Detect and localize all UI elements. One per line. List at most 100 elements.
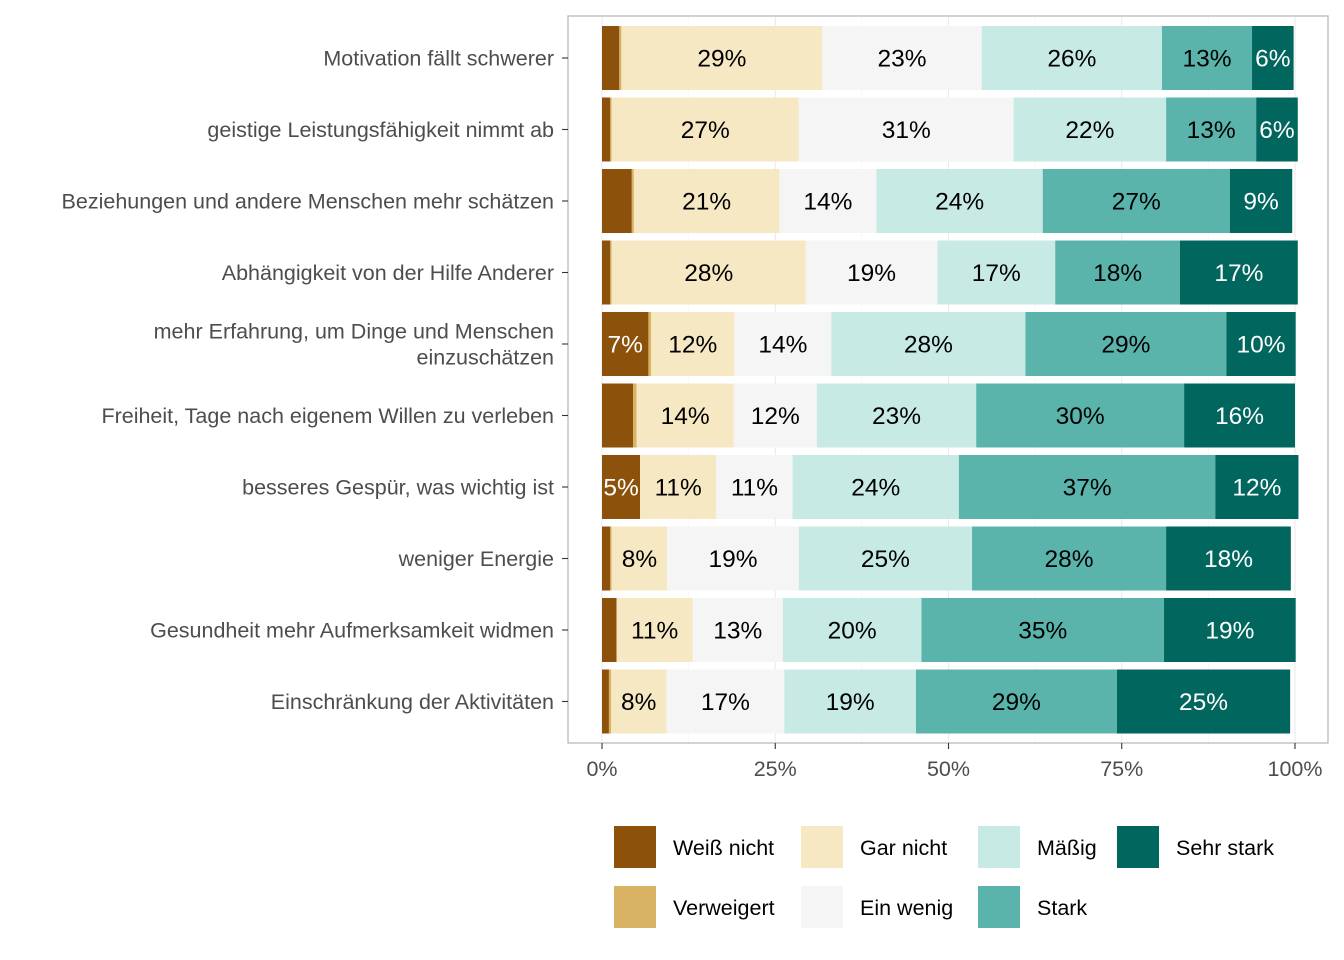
data-label: 20%: [828, 618, 877, 645]
data-label: 9%: [1243, 189, 1278, 216]
data-label: 11%: [731, 475, 778, 502]
y-tick-label: Freiheit, Tage nach eigenem Willen zu ve…: [101, 404, 554, 428]
bar-segment: [1184, 383, 1295, 448]
bar-segment: [631, 169, 634, 233]
bar-segment: [610, 97, 612, 162]
data-label: 28%: [1045, 546, 1094, 573]
legend-item: Stark: [978, 886, 1087, 928]
bar-segment: [958, 455, 1216, 519]
bar-segment: [640, 455, 717, 519]
bar-segment: [633, 169, 780, 233]
data-label: 11%: [655, 475, 702, 502]
bar-segment: [1179, 240, 1298, 305]
y-tick-label: besseres Gespür, was wichtig ist: [242, 476, 554, 500]
bar-segment: [651, 312, 735, 376]
legend-label: Stark: [1037, 896, 1087, 920]
bar-segment: [602, 669, 609, 734]
legend-item: Sehr stark: [1117, 826, 1274, 868]
data-label: 23%: [878, 46, 927, 73]
bar-segment: [602, 383, 634, 448]
bar-segment: [602, 26, 620, 90]
data-label: 14%: [758, 332, 807, 359]
bar-segment: [798, 97, 1014, 162]
data-label: 13%: [713, 618, 762, 645]
bar-segment: [792, 455, 959, 519]
data-label: 7%: [608, 332, 643, 359]
x-tick-label: 50%: [927, 757, 970, 781]
legend: Weiß nicht Verweigert Gar nicht Ein wenig Mä…: [614, 826, 1274, 928]
bar-segment: [636, 383, 734, 448]
bar-segment: [608, 669, 612, 734]
legend-swatch: [614, 886, 656, 928]
bar-segment: [621, 26, 823, 90]
legend-item: Mäßig: [978, 826, 1097, 868]
data-label: 22%: [1065, 117, 1114, 144]
data-label: 19%: [1205, 618, 1254, 645]
bar-segment: [611, 526, 668, 591]
data-label: 27%: [681, 117, 730, 144]
data-label: 19%: [847, 260, 896, 287]
data-label: 29%: [697, 46, 746, 73]
bar-segment: [981, 26, 1162, 90]
data-label: 21%: [682, 189, 731, 216]
y-tick-label: Einschränkung der Aktivitäten: [271, 690, 554, 714]
y-axis: Motivation fällt schwerer geistige Leistu…: [62, 47, 568, 714]
x-tick-label: 100%: [1268, 757, 1323, 781]
bar-segment: [602, 312, 649, 376]
bar-segment: [1116, 669, 1291, 734]
bar-data-labels: 29% 23% 26% 13% 6% 27% 31% 22% 13% 6% 21% 14% 24% 27%…: [603, 46, 1294, 717]
data-label: 14%: [803, 189, 852, 216]
data-label: 12%: [1232, 475, 1281, 502]
data-label: 25%: [861, 546, 910, 573]
data-label: 17%: [972, 260, 1021, 287]
bar-segment: [611, 97, 799, 162]
bar-segment: [602, 598, 617, 662]
data-label: 17%: [701, 689, 750, 716]
bar-segment: [1166, 97, 1257, 162]
bar-segment: [915, 669, 1117, 734]
bar-segment: [610, 526, 612, 591]
data-label: 24%: [851, 475, 900, 502]
x-axis: 0% 25% 50% 75% 100%: [586, 743, 1323, 781]
bar-segment: [648, 312, 652, 376]
bar-segment: [611, 240, 806, 305]
bar-segment: [1229, 169, 1293, 233]
legend-item: Gar nicht: [801, 826, 947, 868]
data-label: 8%: [622, 546, 657, 573]
legend-swatch: [978, 826, 1020, 868]
bar-segment: [619, 26, 622, 90]
data-label: 35%: [1018, 618, 1067, 645]
legend-label: Gar nicht: [860, 836, 947, 860]
y-tick-label: Gesundheit mehr Aufmerksamkeit widmen: [150, 619, 554, 643]
bar-segment: [611, 669, 667, 734]
bar-segment: [921, 598, 1165, 662]
legend-item: Ein wenig: [801, 886, 953, 928]
data-label: 29%: [1101, 332, 1150, 359]
bars: [602, 26, 1299, 734]
data-label: 8%: [621, 689, 656, 716]
legend-label: Sehr stark: [1176, 836, 1274, 860]
bar-segment: [779, 169, 877, 233]
legend-swatch: [1117, 826, 1159, 868]
data-label: 19%: [826, 689, 875, 716]
legend-item: Verweigert: [614, 886, 775, 928]
bar-segment: [798, 526, 973, 591]
data-label: 26%: [1047, 46, 1096, 73]
bar-segment: [831, 312, 1026, 376]
y-tick-label: weniger Energie: [398, 547, 554, 571]
legend-item: Weiß nicht: [614, 826, 774, 868]
data-label: 30%: [1056, 403, 1105, 430]
x-tick-label: 75%: [1100, 757, 1143, 781]
bar-segment: [602, 526, 611, 591]
x-tick-label: 0%: [586, 757, 617, 781]
bar-segment: [666, 669, 785, 734]
data-label: 28%: [904, 332, 953, 359]
bar-segment: [667, 526, 799, 591]
legend-label: Ein wenig: [860, 896, 953, 920]
y-tick-label: Motivation fällt schwerer: [323, 47, 554, 71]
legend-swatch: [801, 826, 843, 868]
x-tick-label: 25%: [754, 757, 797, 781]
bar-segment: [1013, 97, 1167, 162]
data-label: 5%: [603, 475, 638, 502]
bar-segment: [1256, 97, 1298, 162]
